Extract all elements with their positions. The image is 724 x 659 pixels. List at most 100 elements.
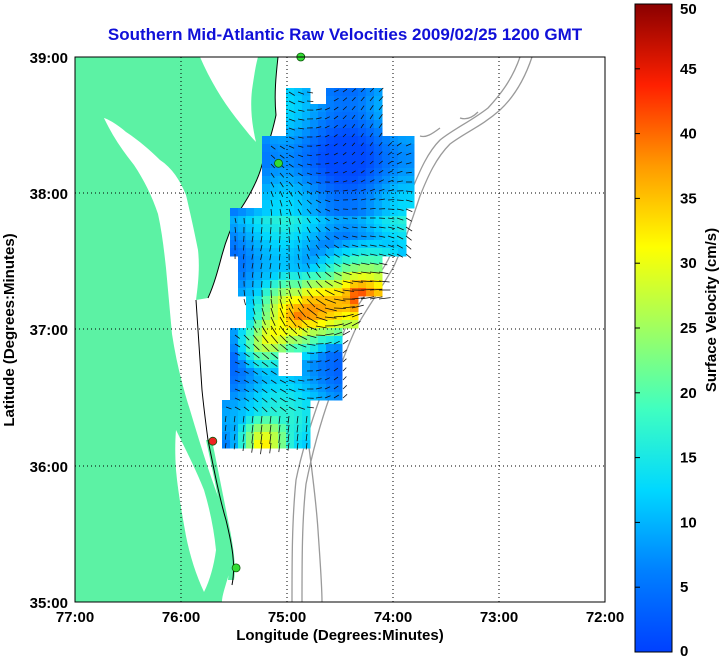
velocity-cell <box>350 88 359 97</box>
velocity-arrow <box>279 289 282 299</box>
velocity-cell <box>334 360 343 369</box>
velocity-cell <box>366 120 375 129</box>
velocity-cell <box>310 344 319 353</box>
velocity-cell <box>246 352 255 361</box>
velocity-cell <box>262 320 271 329</box>
velocity-arrow <box>297 235 300 243</box>
velocity-arrow <box>360 105 365 111</box>
velocity-arrow <box>315 280 323 288</box>
velocity-cell <box>278 264 287 273</box>
velocity-cell <box>230 328 239 337</box>
velocity-arrow <box>324 235 330 241</box>
velocity-arrow <box>306 217 311 224</box>
velocity-cell <box>286 176 295 185</box>
velocity-cell <box>398 160 407 169</box>
velocity-cell <box>294 320 303 329</box>
velocity-arrow <box>306 163 312 166</box>
velocity-arrow <box>297 325 308 333</box>
velocity-cell <box>238 328 247 337</box>
velocity-cell <box>310 384 319 393</box>
velocity-cell <box>318 136 327 145</box>
velocity-arrow <box>297 334 308 340</box>
velocity-arrow <box>306 199 312 205</box>
velocity-arrow <box>369 132 374 138</box>
velocity-cell <box>318 304 327 313</box>
velocity-arrow <box>288 199 293 207</box>
velocity-cell <box>358 152 367 161</box>
velocity-arrow <box>342 97 348 102</box>
velocity-cell <box>318 352 327 361</box>
velocity-cell <box>318 376 327 385</box>
velocity-cell <box>350 224 359 233</box>
velocity-cell <box>366 144 375 153</box>
velocity-arrow <box>378 253 387 257</box>
velocity-cell <box>254 296 263 305</box>
velocity-cell <box>254 224 263 233</box>
velocity-cell <box>230 336 239 345</box>
velocity-arrow <box>288 163 294 168</box>
velocity-cell <box>294 416 303 425</box>
velocity-cell <box>278 200 287 209</box>
velocity-cell <box>254 392 263 401</box>
velocity-cell <box>334 160 343 169</box>
velocity-arrow <box>396 235 404 240</box>
velocity-cell <box>350 192 359 201</box>
velocity-cell <box>294 176 303 185</box>
velocity-arrow <box>296 442 299 450</box>
velocity-arrow <box>261 334 269 344</box>
velocity-cell <box>294 384 303 393</box>
velocity-cell <box>270 336 279 345</box>
velocity-cell <box>238 240 247 249</box>
velocity-cell <box>294 280 303 289</box>
velocity-arrow <box>297 298 305 309</box>
velocity-arrow <box>360 271 371 274</box>
velocity-arrow <box>333 298 346 302</box>
velocity-cell <box>246 400 255 409</box>
velocity-cell <box>278 288 287 297</box>
velocity-arrow <box>342 124 347 129</box>
velocity-cell <box>318 224 327 233</box>
velocity-arrow <box>288 91 295 96</box>
colorbar-tick-label: 0 <box>680 643 688 659</box>
velocity-cell <box>350 280 359 289</box>
velocity-arrow <box>387 160 393 165</box>
velocity-arrow <box>234 361 240 365</box>
velocity-arrow <box>297 271 301 279</box>
velocity-arrow <box>369 87 375 93</box>
velocity-cell <box>230 232 239 241</box>
velocity-cell <box>398 216 407 225</box>
velocity-arrow <box>324 307 337 312</box>
velocity-cell <box>318 120 327 129</box>
colorbar-tick-label: 45 <box>680 61 697 78</box>
velocity-arrow <box>296 433 299 442</box>
velocity-arrow <box>297 172 304 177</box>
velocity-cell <box>334 96 343 105</box>
velocity-cell <box>270 232 279 241</box>
velocity-cell <box>390 200 399 209</box>
velocity-arrow <box>288 145 295 149</box>
velocity-cell <box>374 104 383 113</box>
velocity-arrow <box>288 154 294 158</box>
velocity-cell <box>254 424 263 433</box>
velocity-cell <box>262 192 271 201</box>
velocity-cell <box>310 256 319 265</box>
velocity-cell <box>286 88 295 97</box>
velocity-cell <box>294 248 303 257</box>
velocity-cell <box>246 272 255 281</box>
velocity-arrow <box>333 253 340 258</box>
velocity-cell <box>294 136 303 145</box>
velocity-cell <box>254 280 263 289</box>
y-axis: 39:00 38:00 37:00 36:00 35:00 Latitude (… <box>1 50 68 612</box>
velocity-arrow <box>296 415 299 424</box>
velocity-arrow <box>261 397 268 403</box>
velocity-arrow <box>369 253 378 256</box>
velocity-arrow <box>306 253 310 260</box>
velocity-arrow <box>351 198 358 201</box>
velocity-cell <box>262 296 271 305</box>
velocity-cell <box>374 152 383 161</box>
velocity-cell <box>366 128 375 137</box>
velocity-cell <box>302 176 311 185</box>
velocity-cell <box>286 416 295 425</box>
velocity-cell <box>366 256 375 265</box>
velocity-arrow <box>306 226 311 234</box>
